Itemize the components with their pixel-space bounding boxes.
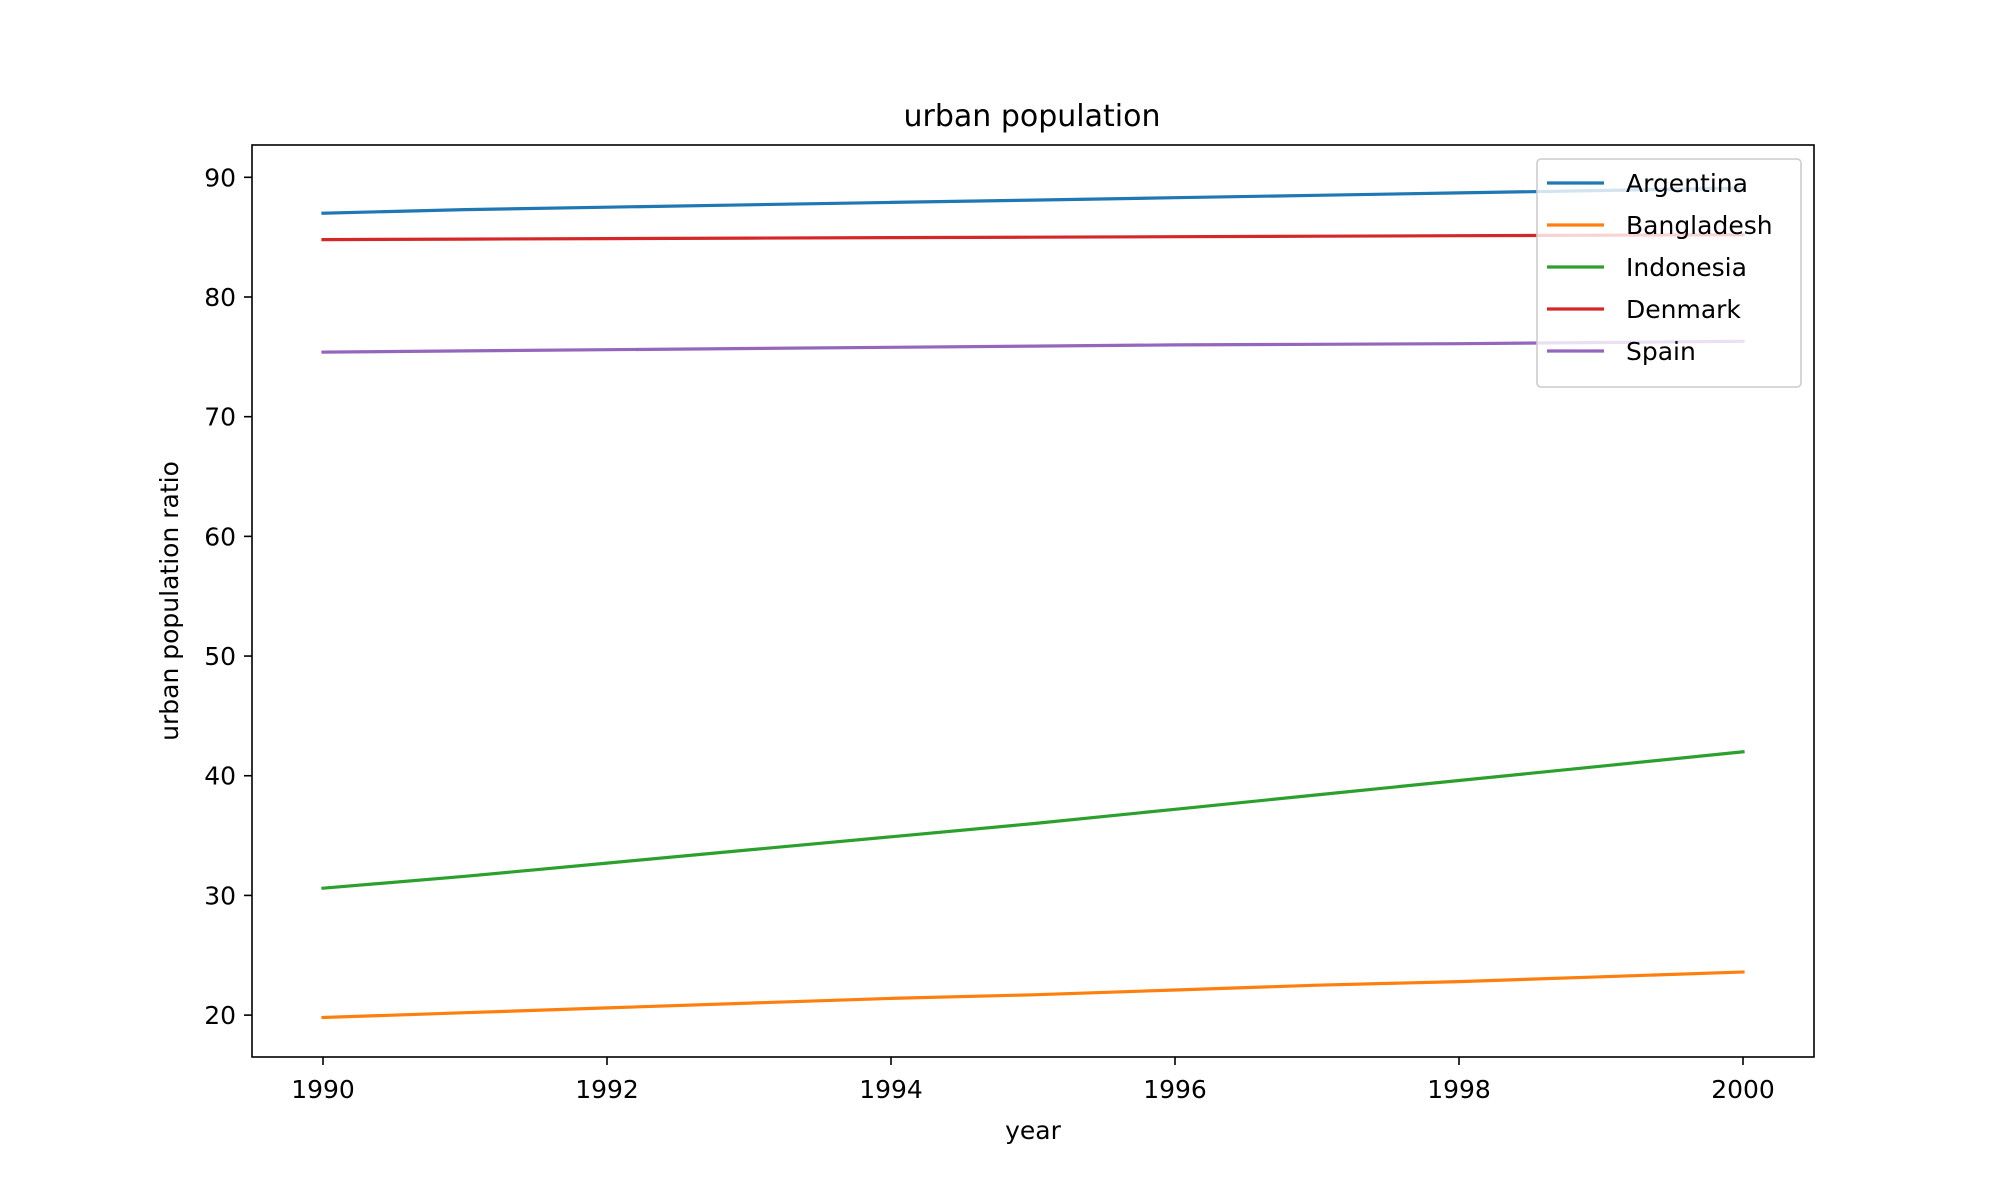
y-tick-label: 60 bbox=[204, 522, 236, 551]
series-line-denmark bbox=[321, 233, 1745, 242]
legend-label-spain: Spain bbox=[1626, 337, 1696, 366]
plot-area bbox=[321, 186, 1745, 1020]
y-tick-label: 90 bbox=[204, 163, 236, 192]
legend-label-indonesia: Indonesia bbox=[1626, 253, 1747, 282]
y-tick-label: 80 bbox=[204, 283, 236, 312]
x-tick-label: 1992 bbox=[575, 1075, 639, 1104]
series-line-indonesia bbox=[321, 750, 1745, 890]
plot-frame bbox=[251, 144, 1815, 1058]
y-tick-label: 70 bbox=[204, 403, 236, 432]
y-tick-label: 20 bbox=[204, 1001, 236, 1030]
series-line-bangladesh bbox=[321, 970, 1745, 1020]
legend: Argentina Bangladesh Indonesia Denmark Spain bbox=[1536, 158, 1802, 388]
x-tick-label: 2000 bbox=[1711, 1075, 1775, 1104]
x-axis: 1990 1992 1994 1996 1998 2000 bbox=[291, 1057, 1775, 1104]
y-tick-label: 50 bbox=[204, 642, 236, 671]
y-tick-label: 40 bbox=[204, 762, 236, 791]
x-tick-label: 1998 bbox=[1427, 1075, 1491, 1104]
legend-label-argentina: Argentina bbox=[1626, 169, 1748, 198]
series-line-argentina bbox=[321, 186, 1745, 215]
x-axis-label: year bbox=[1005, 1116, 1061, 1145]
series-line-spain bbox=[321, 339, 1745, 354]
x-tick-label: 1996 bbox=[1143, 1075, 1207, 1104]
legend-label-bangladesh: Bangladesh bbox=[1626, 211, 1773, 240]
legend-label-denmark: Denmark bbox=[1626, 295, 1741, 324]
y-axis-label: urban population ratio bbox=[155, 461, 184, 741]
legend-box bbox=[1536, 158, 1802, 388]
x-tick-label: 1990 bbox=[291, 1075, 355, 1104]
chart-title: urban population bbox=[904, 99, 1161, 134]
x-tick-label: 1994 bbox=[859, 1075, 923, 1104]
y-axis: 20 30 40 50 60 70 80 90 bbox=[204, 163, 252, 1030]
y-tick-label: 30 bbox=[204, 881, 236, 910]
